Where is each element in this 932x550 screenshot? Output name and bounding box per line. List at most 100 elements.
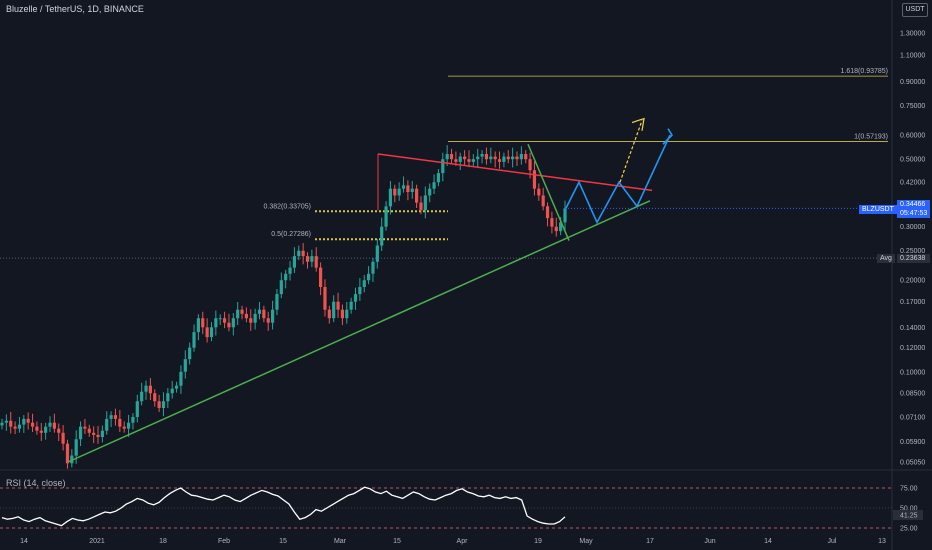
candle-body — [537, 188, 541, 196]
candle-body — [454, 159, 458, 162]
x-tick-label: 18 — [159, 538, 167, 545]
y-tick-label: 1.30000 — [900, 31, 925, 38]
candle-body — [318, 267, 323, 287]
candle-body — [61, 432, 65, 444]
x-tick-label: 2021 — [89, 538, 105, 545]
projection-arrowhead-yellow — [631, 117, 645, 131]
candle-body — [74, 439, 78, 456]
candle-body — [441, 159, 445, 174]
candle-body — [39, 430, 43, 433]
x-tick-label: 14 — [764, 538, 772, 545]
candle-body — [87, 428, 91, 433]
candle-body — [419, 202, 423, 211]
projection-path-yellow — [619, 120, 643, 183]
candle-body — [227, 322, 231, 328]
price-symbol-badge: BLZUSDT — [859, 205, 897, 214]
candle-body — [30, 422, 35, 427]
y-tick-label: 0.14000 — [900, 325, 925, 332]
candle-body — [218, 318, 222, 320]
candle-body — [550, 218, 554, 227]
candle-body — [502, 156, 506, 162]
y-tick-label: 0.60000 — [900, 133, 925, 140]
rsi-tick-label: 25.00 — [900, 526, 918, 533]
candle-body — [48, 422, 52, 427]
candle-body — [9, 420, 13, 427]
candle-body — [471, 159, 475, 162]
y-tick-label: 0.42000 — [900, 180, 925, 187]
candle-body — [493, 156, 497, 160]
candle-body — [380, 226, 384, 246]
candle-body — [384, 206, 388, 227]
candle-body — [415, 188, 419, 203]
y-tick-label: 0.90000 — [900, 79, 925, 86]
candle-body — [563, 208, 567, 223]
candle-body — [314, 256, 318, 268]
candle-body — [515, 156, 519, 160]
candle-body — [144, 385, 148, 392]
candle-body — [353, 294, 358, 302]
resistance-trendline — [377, 153, 653, 192]
candle-body — [113, 415, 118, 419]
x-tick-label: Apr — [457, 538, 469, 545]
candle-body — [541, 195, 545, 207]
candle-body — [554, 226, 558, 232]
short-trendline — [527, 143, 570, 241]
y-tick-label: 0.25000 — [900, 248, 925, 255]
projection-path-blue — [564, 134, 671, 225]
candle-body — [52, 422, 56, 429]
x-tick-label: 19 — [534, 538, 542, 545]
candle-body — [44, 426, 48, 433]
x-tick-label: 14 — [20, 538, 28, 545]
x-tick-label: 15 — [279, 538, 287, 545]
candle-body — [4, 420, 8, 423]
candle-body — [96, 434, 100, 438]
candle-body — [244, 313, 249, 319]
candle-body — [174, 385, 179, 389]
y-tick-label: 1.10000 — [900, 53, 925, 60]
candle-body — [323, 286, 327, 310]
currency-badge[interactable]: USDT — [902, 3, 928, 17]
candle-body — [65, 443, 70, 464]
candle-body — [345, 309, 349, 319]
candle-body — [432, 182, 436, 189]
candle-body — [222, 318, 227, 323]
candle-body — [305, 256, 310, 262]
y-tick-label: 0.50000 — [900, 157, 925, 164]
x-tick-label: Feb — [218, 538, 230, 545]
candle-body — [249, 318, 253, 323]
candle-body — [131, 417, 135, 423]
candle-body — [519, 154, 523, 160]
candle-body — [270, 309, 275, 323]
candle-body — [423, 195, 427, 211]
rsi-line — [1, 486, 566, 527]
rsi-value-label: 41.25 — [900, 513, 918, 520]
candle-body — [118, 418, 122, 427]
candle-body — [497, 159, 502, 162]
candle-body — [13, 426, 17, 429]
candle-body — [428, 188, 432, 196]
candle-body — [201, 318, 205, 328]
rsi-tick-label: 75.00 — [900, 486, 918, 493]
candle-body — [367, 273, 371, 281]
candle-body — [362, 280, 366, 287]
candle-body — [327, 309, 331, 319]
candle-body — [524, 154, 528, 160]
fib-level-label: 1(0.57193) — [854, 133, 888, 140]
candle-body — [92, 432, 96, 435]
candle-body — [349, 301, 353, 310]
x-tick-label: Mar — [334, 538, 347, 545]
candle-body — [161, 401, 166, 409]
candle-body — [506, 156, 510, 160]
candle-body — [463, 156, 467, 160]
candle-body — [122, 426, 126, 429]
candle-body — [445, 154, 449, 160]
candle-body — [153, 393, 157, 402]
candle-body — [196, 318, 200, 333]
candle-body — [484, 154, 489, 160]
candle-body — [179, 371, 183, 386]
chart-title: Bluzelle / TetherUS, 1D, BINANCE — [6, 4, 144, 14]
candle-body — [336, 301, 340, 310]
candle-body — [476, 156, 480, 160]
y-tick-label: 0.17000 — [900, 299, 925, 306]
